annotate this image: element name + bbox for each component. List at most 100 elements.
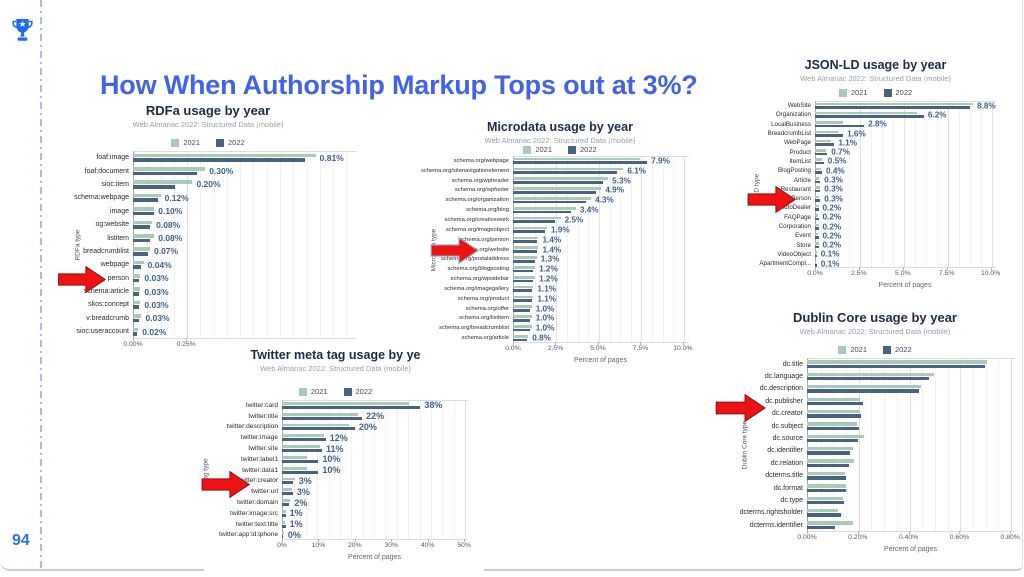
bar-2021	[513, 305, 532, 309]
bar-2021	[807, 447, 853, 451]
chart-rdfa: RDFa usage by year Web Almanac 2022: Stru…	[60, 103, 360, 349]
row-label: schema.org/organization	[445, 197, 509, 204]
bar-2022	[807, 463, 849, 468]
gridline	[881, 102, 883, 268]
row-label: LocalBusiness	[771, 120, 811, 128]
bar-value-label: 0.03%	[144, 273, 169, 284]
bar-2021	[815, 242, 819, 245]
gridline	[339, 401, 341, 540]
chart-title: Microdata usage by year	[487, 120, 633, 134]
row-label: schema:article	[83, 288, 129, 296]
bar-2022	[133, 305, 140, 310]
bar-value-label: 1.0%	[535, 323, 555, 333]
bar-value-label: 0.03%	[144, 299, 169, 310]
gridline	[385, 401, 387, 540]
chart-row: dc.publisher	[736, 395, 1014, 407]
row-label: twitter:text:title	[235, 520, 278, 528]
y-axis-title: Dublin Core type	[741, 420, 749, 470]
gridline	[969, 102, 971, 268]
row-label: schema.org/wpfooter	[454, 187, 509, 194]
bar-2021	[513, 187, 602, 190]
bar-value-label: 22%	[366, 411, 385, 422]
bar-2021	[815, 102, 974, 106]
gridline	[662, 157, 664, 343]
bar-2021	[807, 471, 845, 476]
bar-value-label: 1%	[289, 519, 303, 530]
row-label: schema.org/blog	[466, 207, 509, 214]
chart-row: schema.org/imagegallery 1.1%	[432, 284, 688, 294]
tick-mark	[857, 530, 859, 534]
gridline	[998, 359, 1000, 531]
row-label: schema.org/person	[459, 236, 509, 243]
bar-2021	[513, 285, 534, 289]
bar-2021	[807, 496, 844, 500]
bar-2021	[133, 327, 139, 332]
x-tick-label: 0.40%	[898, 533, 919, 541]
row-label: dc.description	[759, 385, 803, 393]
bar-value-label: 1.6%	[847, 129, 866, 139]
bar-2022	[133, 198, 159, 202]
bar-2022	[282, 449, 323, 452]
bar-2022	[815, 245, 819, 249]
bar-2022	[815, 264, 817, 267]
gridline	[200, 152, 202, 338]
bar-value-label: 0.2%	[822, 203, 842, 213]
gridline	[960, 359, 962, 531]
legend-label: 2021	[310, 387, 328, 396]
bar-2021	[513, 177, 609, 181]
chart-row: skos:concept 0.03%	[60, 298, 356, 311]
gridline	[535, 157, 537, 343]
bar-2022	[513, 210, 571, 214]
chart-row: Person 0.3%	[756, 194, 995, 203]
x-tick-label: 2.5%	[851, 270, 867, 278]
row-label: person	[107, 274, 129, 282]
gridline	[226, 152, 228, 338]
chart-row: schema.org/blogposting 1.2%	[432, 264, 688, 274]
bar-2021	[282, 531, 284, 535]
bar-2022	[282, 503, 290, 506]
bar-2021	[133, 314, 142, 318]
bar-2021	[513, 206, 576, 210]
bar-value-label: 0.2%	[822, 240, 842, 250]
bar-2021	[282, 434, 324, 438]
legend-item-2022: 2022	[216, 138, 245, 147]
tick-mark	[946, 267, 948, 271]
gridline	[524, 157, 526, 343]
x-tick-label: 50%	[457, 542, 471, 550]
bar-2022	[815, 236, 819, 239]
chart-row: dc.format	[736, 482, 1014, 494]
gridline	[909, 359, 911, 531]
bar-value-label: 0.2%	[822, 212, 842, 222]
legend-item-2021: 2021	[298, 387, 328, 396]
plot-grid	[133, 151, 357, 339]
row-label: schema.org/offer	[465, 305, 509, 312]
chart-legend: 2021 2022	[838, 345, 912, 354]
legend-label: 2022	[355, 387, 373, 396]
gridline	[465, 401, 467, 540]
chart-row: twitter:site 11%	[204, 443, 467, 454]
gridline	[914, 102, 916, 268]
row-label: twitter:title	[248, 412, 278, 420]
gridline	[588, 157, 590, 343]
bar-value-label: 0.03%	[145, 313, 170, 324]
bar-value-label: 0.08%	[158, 233, 183, 244]
bar-2021	[513, 275, 536, 279]
bar-2021	[807, 434, 864, 439]
chart-title: Dublin Core usage by year	[793, 310, 957, 325]
chart-legend: 2021 2022	[298, 387, 373, 396]
legend-label: 2022	[895, 345, 912, 354]
bar-2021	[513, 325, 532, 328]
tick-mark	[318, 539, 320, 543]
bar-value-label: 0.3%	[824, 175, 843, 185]
bar-value-label: 0.5%	[827, 156, 847, 166]
gridline	[173, 152, 175, 338]
bar-2021	[807, 509, 839, 513]
x-axis: 0.0% 2.5% 5.0% 7.5% 10.0%	[505, 342, 693, 353]
chart-row: sioc:useraccount 0.02%	[60, 325, 356, 338]
bar-2021	[807, 521, 853, 525]
bar-2021	[513, 236, 539, 240]
gridline	[884, 359, 886, 531]
row-label: twitter:app:id:iphone	[218, 531, 278, 539]
gridline	[293, 152, 295, 338]
legend-label: 2022	[580, 145, 597, 154]
